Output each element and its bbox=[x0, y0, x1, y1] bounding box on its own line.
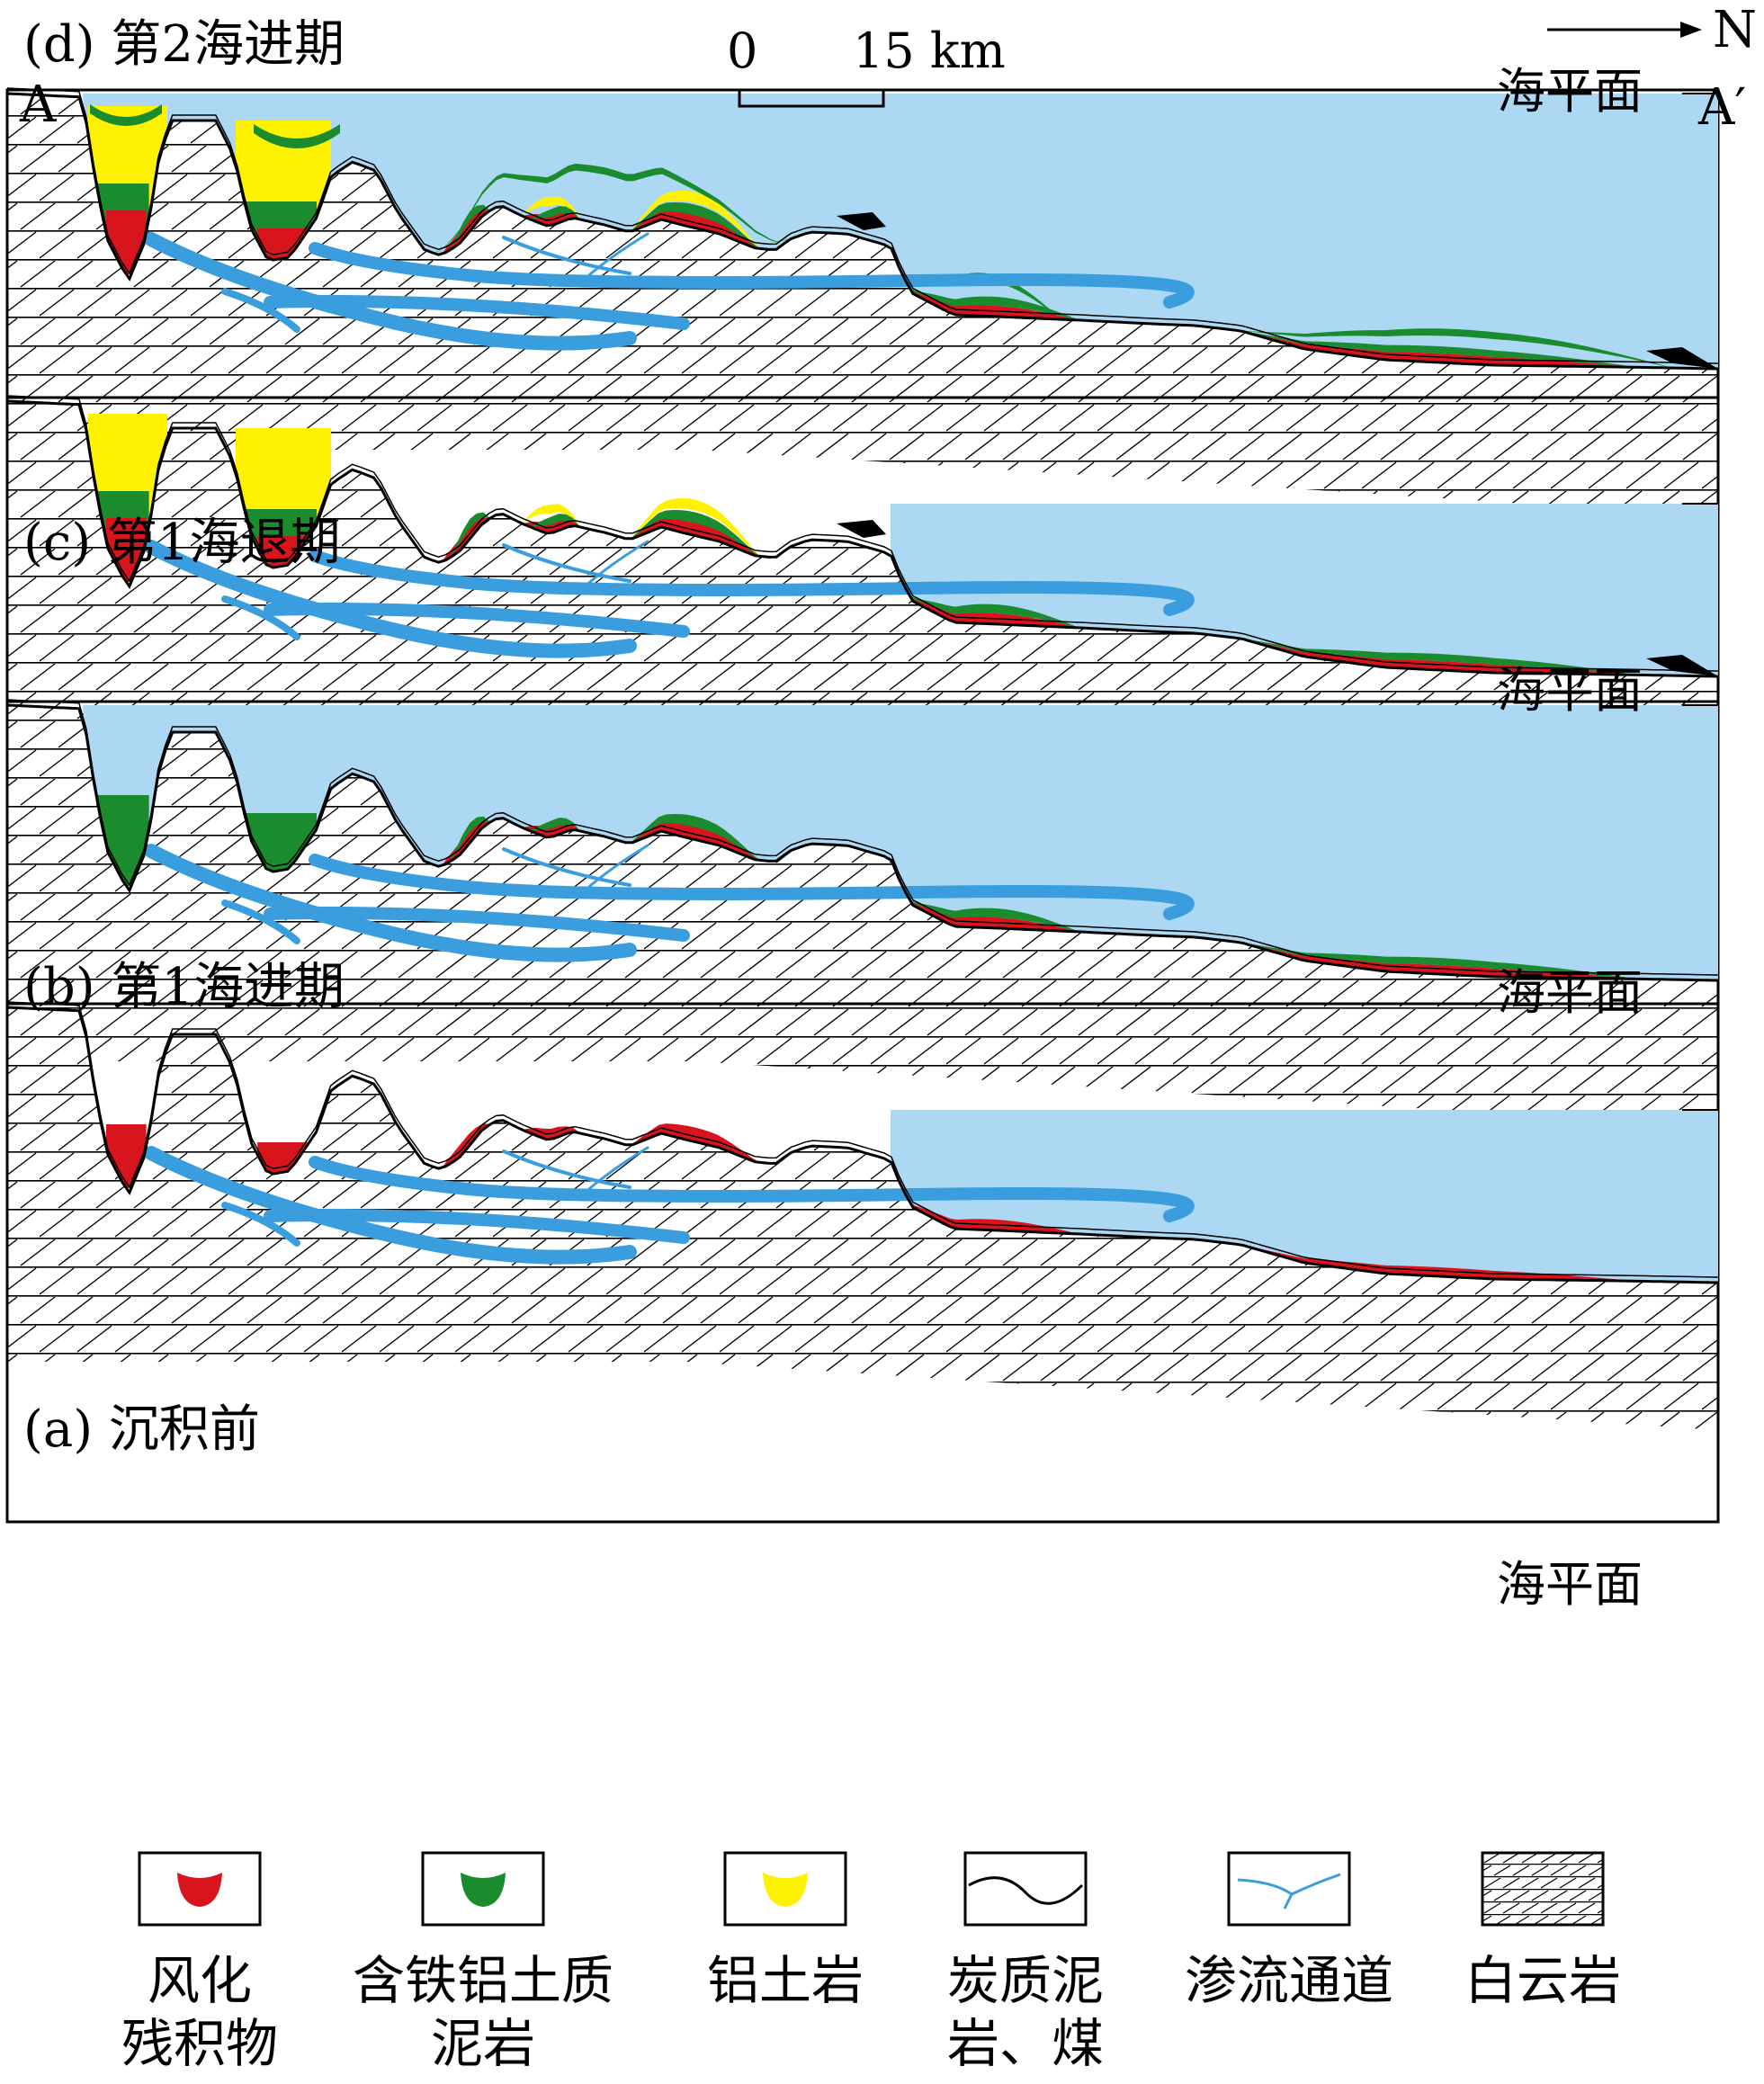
legend-carbonaceous-label-1: 炭质泥 bbox=[947, 1950, 1104, 2011]
north-arrow-icon bbox=[1547, 22, 1702, 38]
panel-c-title: (c) 第1海退期 bbox=[23, 514, 341, 572]
profile-end-label: A′ bbox=[1697, 78, 1746, 137]
panel-b-seepage-channels bbox=[144, 844, 1195, 962]
panel-a-section bbox=[5, 1001, 1720, 1524]
panel-b-title: (b) 第1海进期 bbox=[23, 958, 345, 1016]
panel-b-section bbox=[5, 699, 1720, 1221]
panel-b-sea-level-label: 海平面 bbox=[1497, 964, 1643, 1021]
north-label: N bbox=[1713, 1, 1757, 59]
panel-d-title: (d) 第2海进期 bbox=[23, 15, 345, 74]
panel-d-section bbox=[5, 87, 1720, 610]
panel-b-sea-water bbox=[83, 705, 1718, 980]
legend-residual-label-1: 风化 bbox=[148, 1950, 252, 2011]
legend-dolomite-swatch bbox=[1481, 1851, 1605, 1927]
legend-residual-swatch bbox=[138, 1851, 262, 1927]
legend-ferro-mudstone-label-1: 含铁铝土质 bbox=[353, 1950, 613, 2011]
panel-a-sea-level-label: 海平面 bbox=[1497, 1556, 1643, 1613]
legend-seepage-swatch bbox=[1227, 1851, 1351, 1927]
legend-seepage-label: 渗流通道 bbox=[1185, 1950, 1393, 2011]
legend-residual-label-2: 残积物 bbox=[121, 2013, 278, 2074]
panel-c-sea-water bbox=[891, 504, 1718, 676]
legend-bauxite-label: 铝土岩 bbox=[707, 1950, 864, 2011]
panel-a-sea-water bbox=[891, 1110, 1718, 1283]
legend-ferro-mudstone-label-2: 泥岩 bbox=[431, 2013, 535, 2074]
legend-ferro-mudstone-swatch bbox=[421, 1851, 545, 1927]
panel-c-seepage-channels bbox=[144, 540, 1195, 658]
scale-bar bbox=[738, 90, 885, 108]
panel-d-sea-water bbox=[83, 94, 1718, 369]
profile-start-label: A bbox=[19, 76, 57, 134]
legend-bauxite-swatch bbox=[723, 1851, 847, 1927]
legend-carbonaceous-swatch bbox=[963, 1851, 1088, 1927]
legend-dolomite-label: 白云岩 bbox=[1464, 1950, 1621, 2011]
panel-d-sea-level-label: 海平面 bbox=[1497, 63, 1643, 120]
panel-a-seepage-channels bbox=[144, 1146, 1195, 1265]
panel-c-sea-level-label: 海平面 bbox=[1497, 662, 1643, 719]
panel-d-seepage-channels bbox=[144, 232, 1195, 351]
panel-a-title: (a) 沉积前 bbox=[23, 1400, 260, 1459]
scale-distance-label: 15 km bbox=[853, 22, 1006, 79]
scale-zero-label: 0 bbox=[727, 22, 757, 79]
legend bbox=[138, 1851, 1605, 1927]
legend-carbonaceous-label-2: 岩、煤 bbox=[947, 2013, 1104, 2074]
